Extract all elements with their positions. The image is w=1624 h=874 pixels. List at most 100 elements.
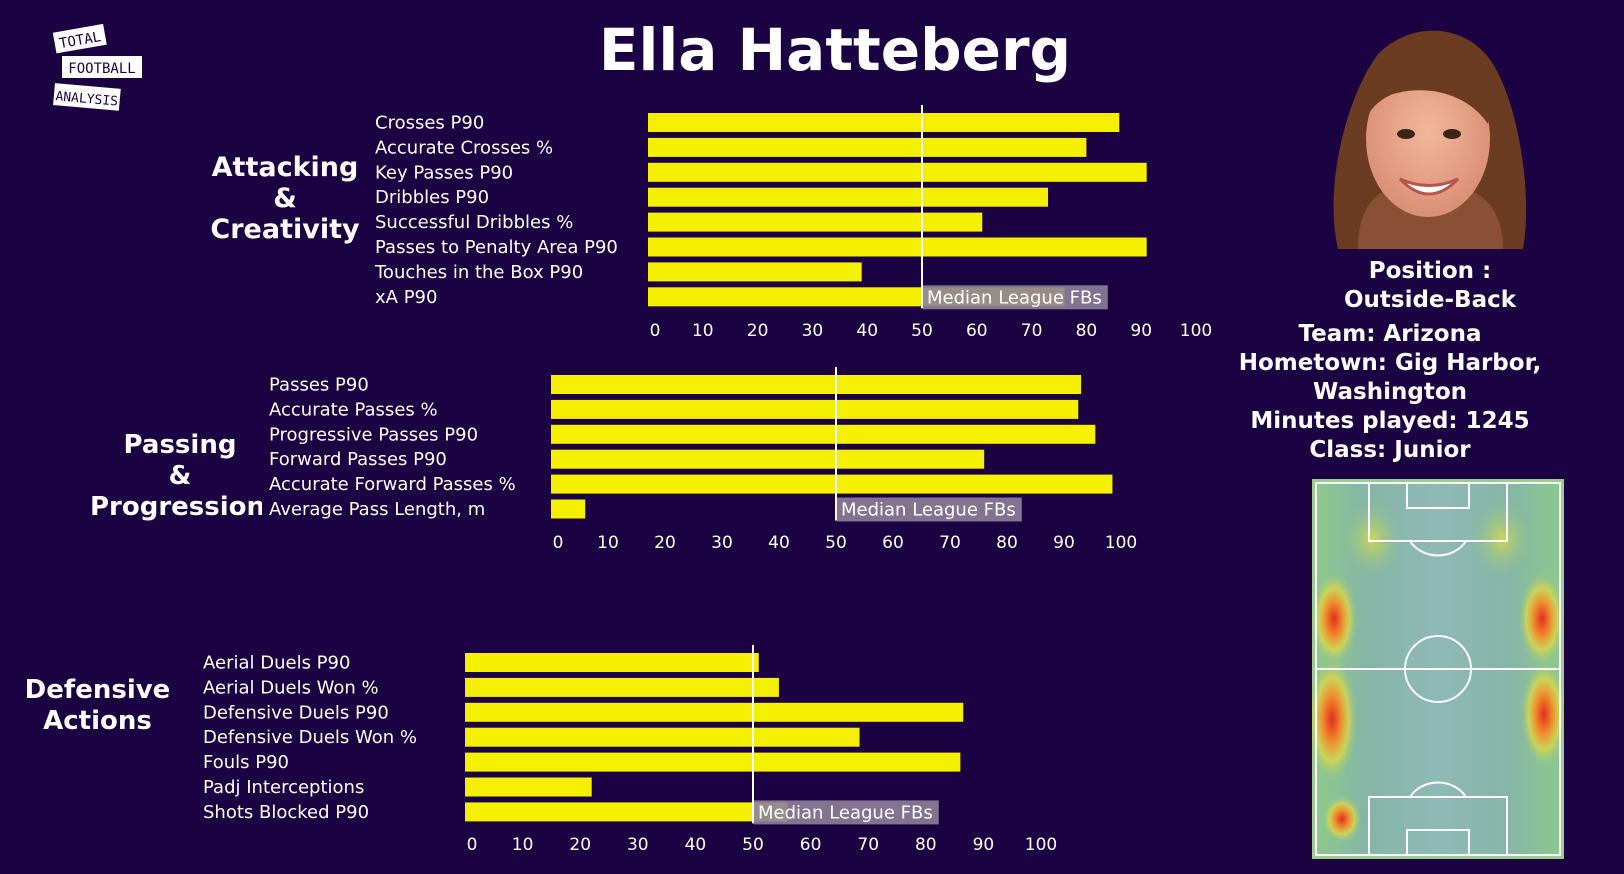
bar xyxy=(551,449,985,469)
tick-label: 0 xyxy=(553,533,564,553)
tick-label: 90 xyxy=(1053,533,1075,553)
category-label: Accurate Crosses % xyxy=(375,137,553,158)
tick-label: 70 xyxy=(1021,321,1043,341)
bar xyxy=(648,262,862,282)
tick-label: 10 xyxy=(692,321,714,341)
logo-line-3: ANALYSIS xyxy=(55,89,119,109)
bar xyxy=(648,113,1120,132)
category-label: Defensive Duels P90 xyxy=(203,702,389,723)
section-label-line: Creativity xyxy=(210,214,360,245)
section-label-line: Attacking xyxy=(211,152,359,183)
category-label: Average Pass Length, m xyxy=(269,499,485,520)
tick-label: 90 xyxy=(1130,321,1152,341)
category-label: Dribbles P90 xyxy=(375,187,489,208)
bar xyxy=(551,375,1082,394)
tick-label: 100 xyxy=(1180,321,1212,341)
tick-label: 70 xyxy=(857,835,879,855)
tick-label: 30 xyxy=(627,835,649,855)
category-label: Accurate Passes % xyxy=(269,399,438,420)
category-label: Fouls P90 xyxy=(203,752,289,773)
team-text: Team: Arizona xyxy=(1298,321,1482,347)
bar xyxy=(648,212,983,232)
tick-label: 30 xyxy=(711,533,733,553)
tick-label: 0 xyxy=(650,321,661,341)
median-label-box xyxy=(754,800,939,825)
bar xyxy=(465,777,592,797)
category-label: Passes P90 xyxy=(269,375,369,396)
category-label: Successful Dribbles % xyxy=(375,212,573,233)
bar xyxy=(465,802,788,822)
median-label-box xyxy=(837,497,1022,522)
bar xyxy=(465,677,779,697)
category-label: Passes to Penalty Area P90 xyxy=(375,237,618,258)
bar xyxy=(551,474,1113,494)
category-label: Shots Blocked P90 xyxy=(203,802,369,823)
position-label: Position : xyxy=(1368,258,1492,284)
tick-label: 10 xyxy=(512,835,534,855)
minutes-played-text: Minutes played: 1245 xyxy=(1250,408,1530,434)
section-label-passing: Passing & Progression xyxy=(90,430,270,523)
hometown-text-line-2: Washington xyxy=(1312,379,1468,405)
pitch-heatmap xyxy=(1306,479,1568,863)
hometown-text: Hometown: Gig Harbor, xyxy=(1238,350,1542,376)
tick-label: 10 xyxy=(597,533,619,553)
category-label: Forward Passes P90 xyxy=(269,449,447,470)
total-football-analysis-logo: TOTAL FOOTBALL ANALYSIS xyxy=(48,18,148,122)
tick-label: 40 xyxy=(685,835,707,855)
tick-label: 80 xyxy=(915,835,937,855)
tick-label: 20 xyxy=(569,835,591,855)
section-label-line: Defensive xyxy=(24,675,171,705)
tick-label: 0 xyxy=(467,835,478,855)
section-label-defensive: Defensive Actions xyxy=(20,675,175,737)
tick-label: 80 xyxy=(1076,321,1098,341)
bar xyxy=(465,752,961,772)
logo-line-2: FOOTBALL xyxy=(68,61,135,77)
category-label: Aerial Duels Won % xyxy=(203,677,379,698)
bar xyxy=(465,702,964,722)
tick-label: 40 xyxy=(768,533,790,553)
bar xyxy=(465,727,860,747)
tick-label: 40 xyxy=(856,321,878,341)
player-photo xyxy=(1318,24,1540,253)
bar-charts: Crosses P90 Accurate Crosses % Key Passes … xyxy=(203,105,1212,855)
tick-label: 50 xyxy=(742,835,764,855)
median-label: Median League FBs xyxy=(758,802,933,823)
class-text: Class: Junior xyxy=(1309,437,1471,463)
category-label: Crosses P90 xyxy=(375,113,484,134)
section-label-line: Actions xyxy=(43,706,152,736)
tick-label: 90 xyxy=(973,835,995,855)
tick-label: 100 xyxy=(1105,533,1137,553)
bar xyxy=(551,499,586,519)
logo-line-1: TOTAL xyxy=(58,29,102,52)
tick-label: 50 xyxy=(911,321,933,341)
median-label: Median League FBs xyxy=(927,287,1102,308)
category-label: Accurate Forward Passes % xyxy=(269,474,516,495)
bar xyxy=(648,187,1049,207)
category-label: Key Passes P90 xyxy=(375,162,513,183)
bar xyxy=(648,162,1147,182)
profile-info: Position : Outside-Back xyxy=(1240,257,1620,315)
tick-label: 60 xyxy=(882,533,904,553)
median-label-box xyxy=(923,285,1108,310)
tick-label: 60 xyxy=(966,321,988,341)
tick-label: 80 xyxy=(996,533,1018,553)
section-label-line: Passing xyxy=(123,430,237,460)
tick-label: 100 xyxy=(1025,835,1057,855)
median-label: Median League FBs xyxy=(841,500,1016,521)
section-label-line: & xyxy=(273,183,297,214)
tick-label: 20 xyxy=(654,533,676,553)
position-value: Outside-Back xyxy=(1343,287,1517,313)
category-label: Padj Interceptions xyxy=(203,777,364,798)
tick-label: 60 xyxy=(800,835,822,855)
bar xyxy=(551,399,1079,419)
bar xyxy=(648,237,1147,257)
category-label: Aerial Duels P90 xyxy=(203,653,350,674)
player-name-title: Ella Hatteberg xyxy=(598,16,1072,84)
tick-label: 20 xyxy=(747,321,769,341)
tick-label: 50 xyxy=(825,533,847,553)
tick-label: 30 xyxy=(802,321,824,341)
tick-label: 70 xyxy=(939,533,961,553)
category-label: Defensive Duels Won % xyxy=(203,727,417,748)
bar xyxy=(648,137,1087,157)
category-label: Progressive Passes P90 xyxy=(269,424,478,445)
